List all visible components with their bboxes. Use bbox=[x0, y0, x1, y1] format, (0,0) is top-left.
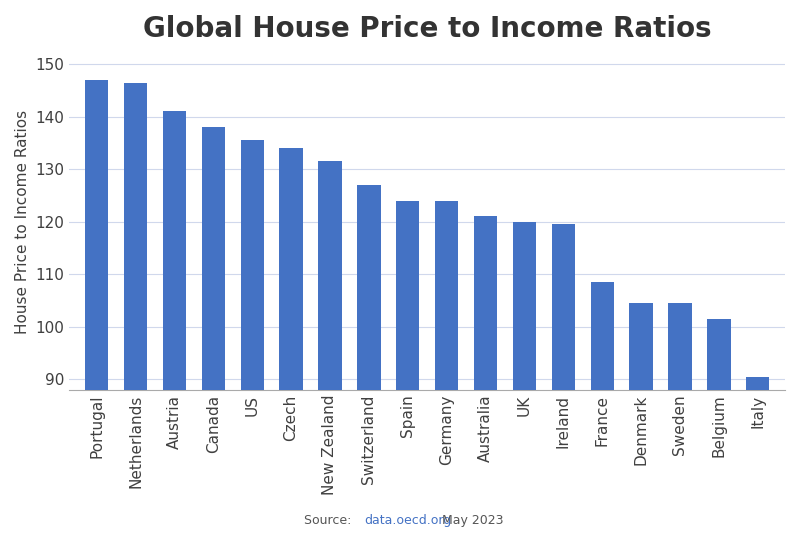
Title: Global House Price to Income Ratios: Global House Price to Income Ratios bbox=[143, 15, 711, 43]
Bar bbox=[707, 319, 730, 537]
Bar bbox=[241, 140, 264, 537]
Y-axis label: House Price to Income Ratios: House Price to Income Ratios bbox=[15, 110, 30, 334]
Bar bbox=[435, 201, 458, 537]
Bar bbox=[85, 80, 108, 537]
Bar bbox=[630, 303, 653, 537]
Bar bbox=[668, 303, 692, 537]
Bar bbox=[396, 201, 419, 537]
Bar bbox=[513, 222, 536, 537]
Bar bbox=[318, 161, 342, 537]
Bar bbox=[474, 216, 498, 537]
Bar bbox=[162, 112, 186, 537]
Text: data.oecd.org: data.oecd.org bbox=[364, 514, 451, 527]
Bar bbox=[552, 224, 575, 537]
Bar bbox=[590, 282, 614, 537]
Text: Source:: Source: bbox=[304, 514, 355, 527]
Bar bbox=[202, 127, 225, 537]
Bar bbox=[358, 185, 381, 537]
Bar bbox=[746, 376, 770, 537]
Text: May 2023: May 2023 bbox=[438, 514, 503, 527]
Bar bbox=[124, 83, 147, 537]
Bar bbox=[279, 148, 302, 537]
